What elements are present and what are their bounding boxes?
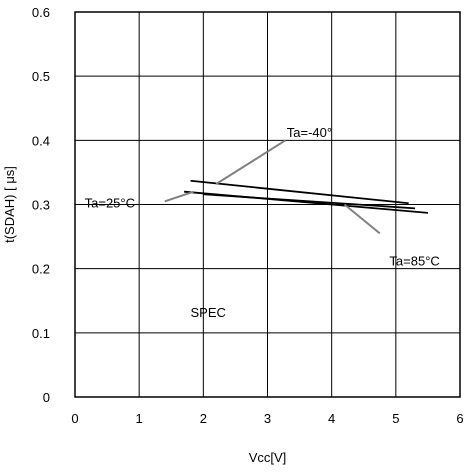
x-tick-label: 1 [136, 411, 143, 426]
y-tick-label: 0.4 [32, 133, 50, 148]
y-tick-label: 0.5 [32, 69, 50, 84]
annotation-label: Ta=85°C [389, 253, 439, 268]
y-tick-label: 0.2 [32, 262, 50, 277]
annotation-leader-line [215, 139, 286, 185]
plot-frame [74, 11, 461, 398]
series-line [203, 193, 416, 210]
data-series [184, 179, 428, 214]
annotation-leader-line [343, 203, 381, 235]
x-tick-label: 4 [328, 411, 335, 426]
chart-grid [75, 12, 460, 397]
x-tick-label: 2 [200, 411, 207, 426]
annotations: Ta=-40° Ta=25°C Ta=85°C SPEC [85, 125, 440, 320]
y-axis-label: t(SDAH) [ μs] [2, 166, 17, 243]
y-tick-label: 0.6 [32, 5, 50, 20]
x-axis-label: Vcc[V] [249, 450, 287, 465]
annotation-label: Ta=-40° [287, 125, 332, 140]
tick-labels: 0 1 2 3 4 5 6 0 0.1 0.2 0.3 0.4 0.5 0.6 [32, 5, 464, 426]
x-tick-label: 5 [392, 411, 399, 426]
series-line [190, 179, 409, 205]
x-tick-label: 0 [71, 411, 78, 426]
y-tick-label: 0 [43, 390, 50, 405]
y-tick-label: 0.1 [32, 326, 50, 341]
annotation-label: SPEC [191, 305, 226, 320]
annotation-leader-line [164, 190, 195, 203]
x-tick-label: 6 [456, 411, 463, 426]
annotation-label: Ta=25°C [85, 196, 135, 211]
y-tick-label: 0.3 [32, 198, 50, 213]
x-tick-label: 3 [264, 411, 271, 426]
